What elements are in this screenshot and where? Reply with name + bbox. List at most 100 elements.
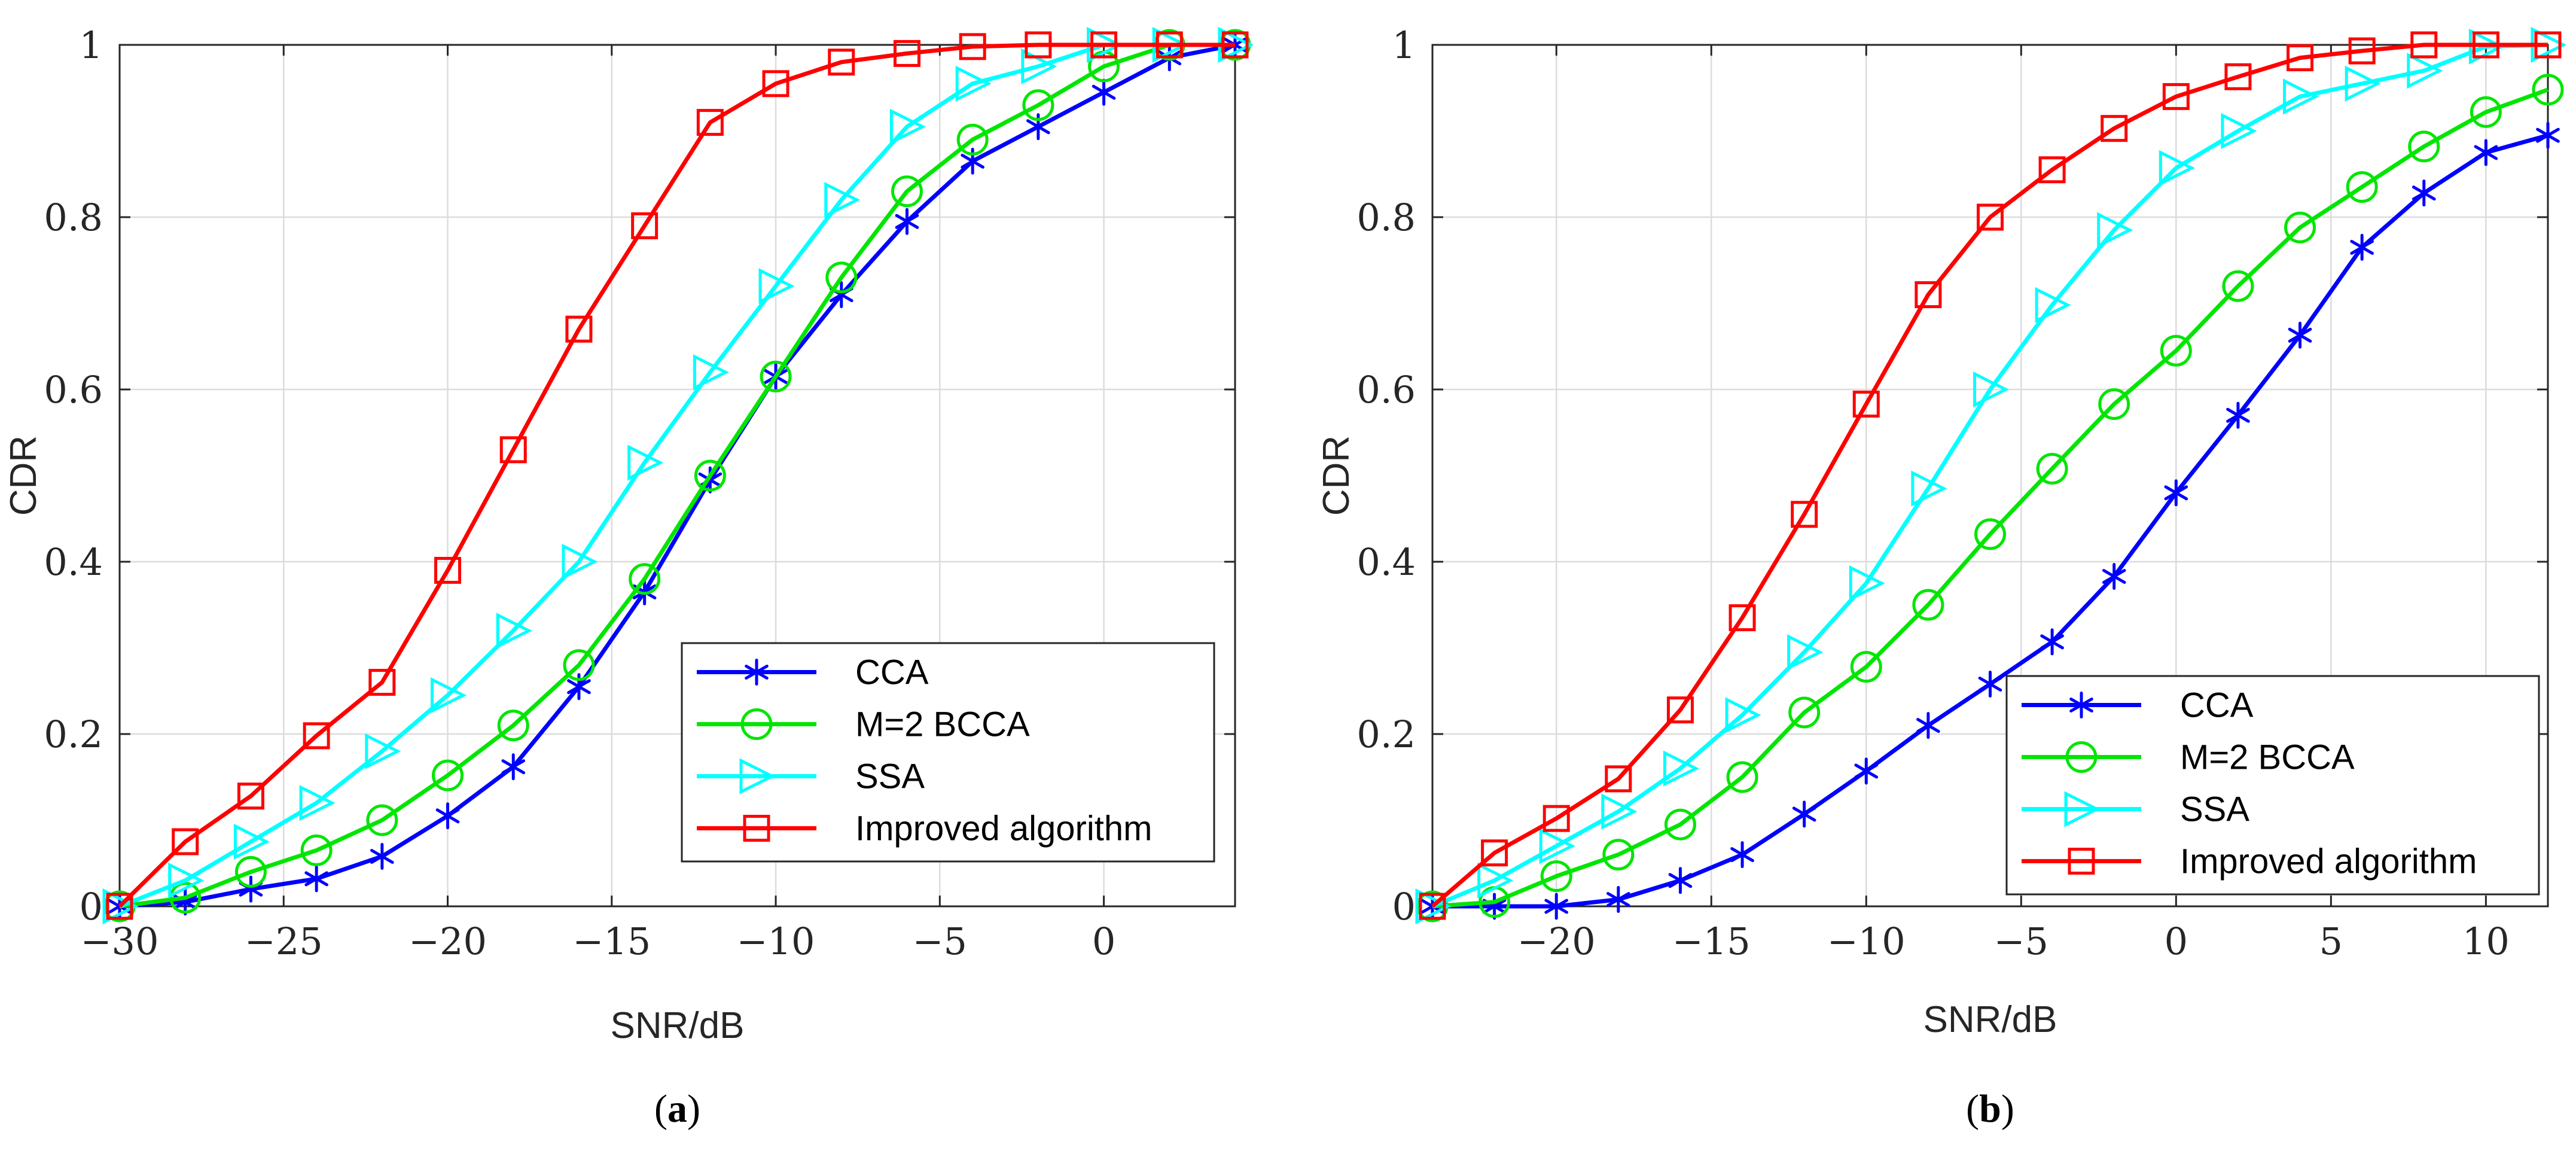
legend-item: CCA: [2022, 686, 2254, 725]
data-point: [2224, 63, 2252, 90]
data-point: [1916, 712, 1940, 739]
data-point: [300, 834, 333, 866]
legend-label: SSA: [855, 757, 925, 796]
data-point: [889, 108, 926, 145]
legend-label: M=2 BCCA: [2180, 738, 2355, 777]
legend-box: [681, 642, 1215, 863]
data-point: [1481, 839, 1508, 867]
y-tick-label: 0.4: [44, 540, 103, 584]
data-point: [499, 436, 527, 464]
data-point: [2408, 130, 2440, 163]
caption-a: (a): [654, 1087, 700, 1131]
data-point: [1726, 761, 1758, 793]
data-point: [956, 123, 989, 156]
y-tick-label: 0.6: [44, 368, 103, 412]
y-tick-label: 0: [80, 885, 103, 928]
data-point: [497, 710, 529, 742]
data-point: [2035, 287, 2071, 323]
x-tick-label: 0: [2165, 919, 2188, 963]
y-tick-label: 0.4: [1356, 540, 1416, 584]
data-point: [233, 823, 270, 860]
legend-item: CCA: [697, 653, 929, 692]
data-point: [237, 782, 264, 810]
legend-marker: [740, 708, 773, 740]
legend-label: Improved algorithm: [855, 809, 1152, 848]
data-point: [1730, 841, 1754, 869]
legend-label: SSA: [2180, 790, 2249, 829]
y-tick-label: 0.2: [44, 713, 103, 756]
data-point: [2410, 31, 2438, 59]
series-ssa: [102, 27, 1253, 924]
data-point: [1852, 390, 1880, 418]
data-point: [1221, 31, 1249, 59]
y-tick-label: 0.2: [1356, 713, 1416, 756]
data-point: [1791, 501, 1818, 528]
data-point: [1915, 281, 1942, 309]
data-point: [2412, 179, 2436, 207]
data-point: [2345, 65, 2381, 102]
data-point: [2472, 31, 2499, 59]
data-point: [365, 733, 401, 769]
data-point: [1477, 862, 1514, 899]
x-tick-label: −15: [572, 919, 651, 963]
plot-frame-a: [118, 44, 1236, 908]
data-point: [370, 842, 394, 870]
data-point: [1156, 31, 1183, 59]
data-point: [234, 855, 267, 888]
data-point: [694, 459, 726, 492]
legend-label: Improved algorithm: [2180, 842, 2477, 881]
data-point: [1850, 651, 1882, 683]
data-point: [1728, 604, 1756, 632]
data-point: [893, 39, 920, 67]
legend-label: CCA: [855, 653, 929, 692]
data-point: [2287, 44, 2314, 72]
legend-item: M=2 BCCA: [2022, 738, 2355, 777]
data-point: [2474, 139, 2498, 166]
data-point: [891, 175, 923, 208]
data-point: [1544, 893, 1569, 920]
data-point: [2098, 388, 2130, 420]
y-tick-label: 1: [1392, 23, 1416, 67]
data-point: [1725, 697, 1761, 733]
legend-box: [2005, 675, 2540, 896]
data-point: [824, 182, 861, 218]
data-point: [2284, 211, 2316, 243]
legend-item: SSA: [2022, 790, 2249, 829]
data-point: [955, 65, 992, 102]
data-point: [368, 669, 396, 696]
data-point: [501, 753, 526, 781]
data-point: [1601, 793, 1638, 830]
data-point: [1666, 696, 1694, 724]
data-point: [434, 556, 462, 584]
data-point: [2159, 150, 2195, 186]
data-point: [959, 33, 986, 60]
legend-marker: [739, 758, 776, 794]
x-axis-a: −30 −25 −20 −15 −10 −5 0: [81, 45, 1115, 963]
data-point: [1415, 888, 1452, 924]
data-point: [696, 109, 724, 136]
data-point: [2101, 115, 2128, 142]
data-point: [2036, 452, 2068, 485]
legend-marker: [2068, 848, 2095, 875]
data-point: [1606, 885, 1630, 913]
data-point: [2164, 479, 2188, 507]
y-axis-title-a: CDR: [3, 436, 44, 516]
data-point: [496, 613, 532, 649]
data-point: [758, 268, 795, 305]
data-point: [760, 360, 792, 392]
data-point: [693, 354, 729, 391]
data-point: [2040, 628, 2064, 656]
data-point: [1787, 634, 1824, 671]
legend-marker: [2065, 741, 2098, 773]
data-point: [563, 649, 595, 681]
series-improved-algorithm: [106, 31, 1249, 920]
data-point: [2407, 53, 2443, 89]
plot-frame-b: [1431, 44, 2549, 908]
series-cca: [1420, 121, 2560, 920]
series-line: [1432, 87, 2549, 909]
series-line: [119, 42, 1235, 909]
series-line: [1431, 42, 2548, 909]
data-point: [2222, 270, 2254, 302]
data-point: [1090, 31, 1118, 59]
data-point: [1419, 893, 1446, 920]
